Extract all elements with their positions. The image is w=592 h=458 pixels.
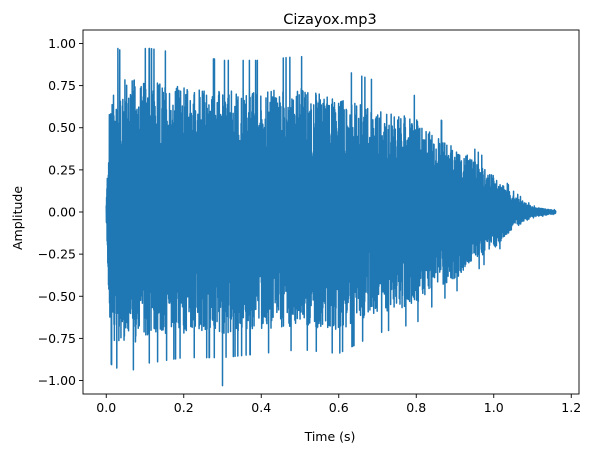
x-axis-label: Time (s) <box>304 429 356 444</box>
x-tick-label: 0.6 <box>329 400 349 415</box>
x-tick-label: 0.4 <box>251 400 271 415</box>
y-tick-label: −0.25 <box>38 247 76 262</box>
y-tick-label: −1.00 <box>38 373 76 388</box>
y-tick-label: −0.75 <box>38 331 76 346</box>
y-tick-label: 0.75 <box>48 78 76 93</box>
x-tick-label: 0.2 <box>174 400 194 415</box>
y-tick-label: −0.50 <box>38 289 76 304</box>
y-tick-label: 0.25 <box>48 162 76 177</box>
y-tick-label: 1.00 <box>48 36 76 51</box>
plot-area <box>105 47 557 387</box>
waveform-series <box>105 47 557 387</box>
x-axis: 0.0 0.2 0.4 0.6 0.8 1.0 1.2 <box>96 394 581 415</box>
y-axis-label: Amplitude <box>10 186 25 250</box>
y-tick-label: 0.50 <box>48 120 76 135</box>
y-tick-label: 0.00 <box>48 205 76 220</box>
x-tick-label: 1.0 <box>484 400 504 415</box>
y-axis: −1.00 −0.75 −0.50 −0.25 0.00 0.25 0.50 0.75 1.00 <box>38 36 83 388</box>
x-tick-label: 0.0 <box>96 400 116 415</box>
x-tick-label: 0.8 <box>406 400 426 415</box>
x-tick-label: 1.2 <box>561 400 581 415</box>
chart-title: Cizayox.mp3 <box>283 12 376 28</box>
